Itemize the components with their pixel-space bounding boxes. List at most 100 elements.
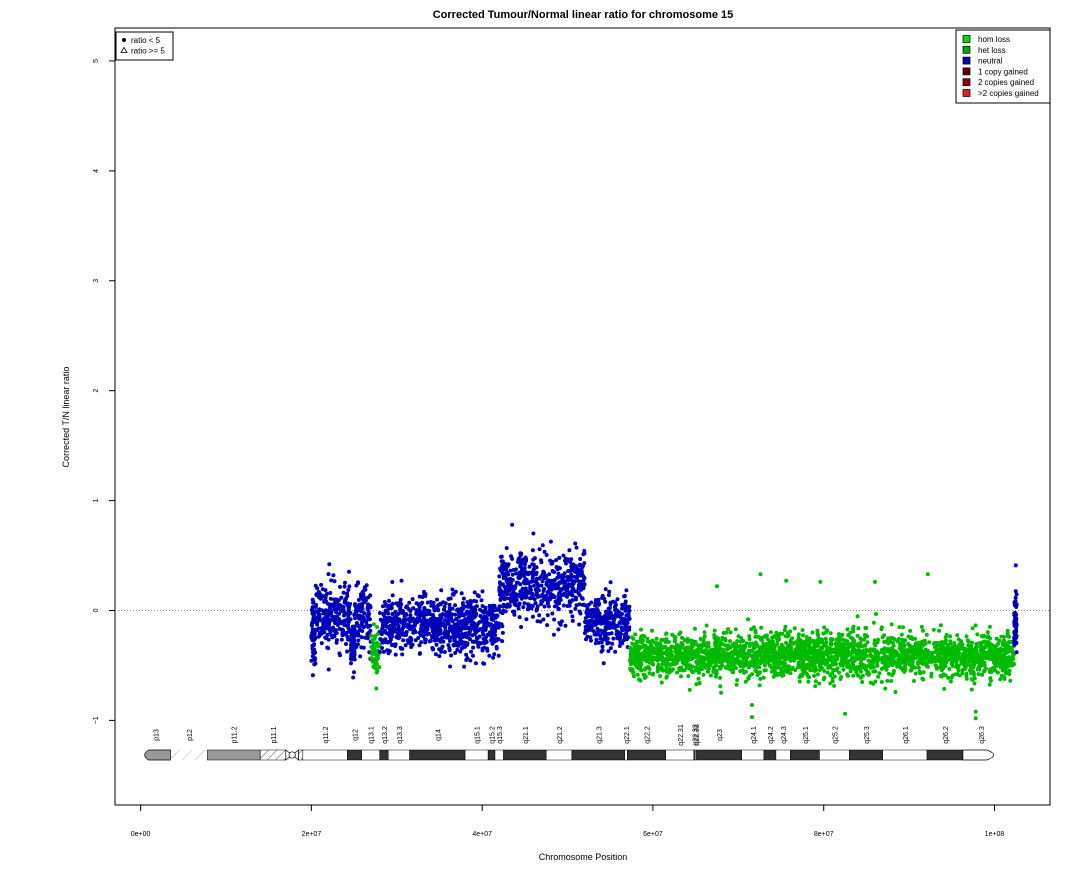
data-point — [658, 674, 663, 679]
data-point — [437, 654, 442, 659]
data-point — [984, 656, 989, 661]
data-point — [718, 654, 723, 658]
data-point — [776, 662, 781, 667]
data-point — [341, 605, 345, 610]
data-point — [599, 649, 604, 654]
data-point — [847, 664, 851, 669]
data-point — [857, 652, 862, 657]
data-point — [568, 609, 573, 614]
data-point — [489, 632, 494, 637]
data-point — [606, 606, 611, 611]
data-point — [801, 661, 806, 665]
data-point — [1002, 666, 1007, 671]
data-point — [813, 679, 818, 684]
data-point — [474, 629, 479, 634]
data-point — [821, 641, 826, 646]
data-point — [480, 604, 485, 608]
data-point — [917, 669, 922, 674]
data-point — [363, 635, 368, 640]
data-point — [845, 627, 850, 632]
data-point — [559, 588, 563, 593]
data-point — [664, 637, 669, 642]
data-point — [740, 660, 745, 665]
data-point — [873, 643, 878, 648]
band-label: q13.1 — [369, 726, 376, 744]
data-point — [728, 667, 733, 672]
data-point — [635, 672, 640, 677]
data-point — [864, 654, 869, 658]
data-point — [488, 604, 492, 609]
data-point — [540, 572, 545, 577]
data-point — [347, 584, 352, 589]
data-point — [731, 652, 736, 657]
data-point — [331, 614, 336, 619]
data-point — [916, 665, 921, 670]
data-point — [598, 614, 602, 619]
data-point — [676, 646, 681, 650]
data-point — [317, 608, 322, 612]
data-point — [593, 598, 598, 603]
band-label: q15.3 — [497, 726, 504, 744]
data-point — [323, 618, 328, 623]
data-point — [827, 651, 832, 655]
data-point — [395, 627, 400, 632]
data-point — [535, 606, 540, 611]
data-point — [639, 660, 644, 665]
data-point — [395, 620, 400, 625]
data-point — [428, 612, 432, 617]
data-point — [453, 635, 458, 640]
data-point — [713, 662, 718, 667]
data-point — [1007, 668, 1012, 673]
data-point — [540, 579, 545, 584]
data-point — [960, 671, 965, 676]
data-point — [813, 684, 818, 689]
data-point — [724, 658, 729, 663]
data-point — [674, 653, 679, 658]
data-point — [508, 568, 513, 573]
data-point — [842, 644, 847, 649]
data-point — [929, 674, 934, 679]
data-point — [1006, 660, 1011, 665]
data-point — [809, 660, 814, 665]
data-point — [322, 624, 327, 629]
data-point — [496, 653, 501, 658]
data-point — [828, 681, 833, 686]
data-point — [948, 679, 953, 684]
data-point — [751, 625, 756, 630]
data-point — [418, 651, 423, 656]
ideogram-band — [775, 749, 791, 761]
data-point — [969, 677, 974, 682]
data-point — [941, 661, 946, 665]
data-point — [886, 658, 891, 663]
data-point — [655, 666, 660, 671]
data-point — [765, 641, 770, 646]
data-point — [323, 594, 328, 598]
band-label: q25.1 — [803, 726, 810, 744]
y-tick-label: 2 — [93, 389, 100, 393]
data-point — [845, 639, 850, 644]
data-point — [456, 643, 461, 648]
data-point — [908, 668, 913, 673]
band-label: q22.1 — [624, 726, 631, 744]
data-point — [808, 645, 813, 650]
data-point — [617, 637, 622, 642]
data-point — [730, 670, 735, 674]
data-point — [551, 632, 556, 637]
data-point — [765, 659, 770, 663]
data-point — [525, 602, 530, 607]
data-point — [516, 606, 521, 611]
data-point — [319, 627, 324, 631]
data-point — [639, 627, 643, 632]
data-point — [972, 681, 977, 686]
data-point — [732, 662, 737, 667]
data-point — [432, 608, 437, 613]
data-point — [525, 591, 530, 596]
data-point — [898, 644, 903, 649]
outlier-point — [750, 703, 754, 707]
data-point — [541, 617, 546, 622]
data-point — [810, 630, 815, 635]
data-point — [699, 637, 704, 642]
data-point — [749, 648, 754, 653]
data-point — [327, 620, 332, 625]
